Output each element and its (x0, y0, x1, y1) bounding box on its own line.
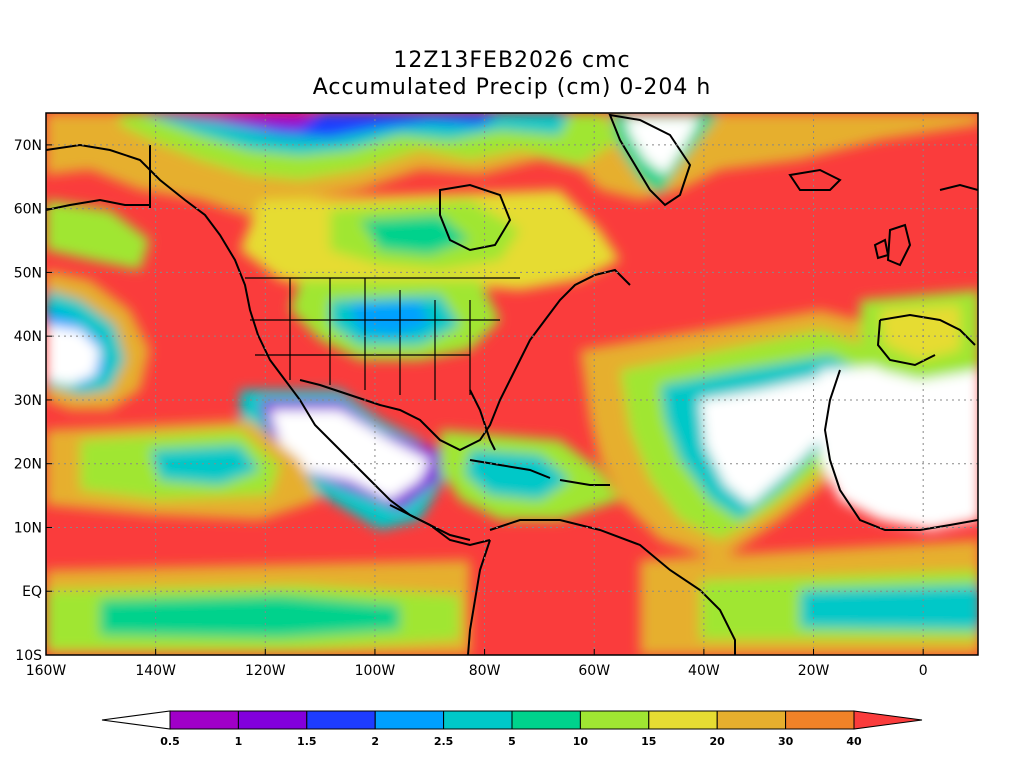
x-tick-label: 120W (245, 663, 286, 679)
colorbar-label: 0.5 (160, 735, 180, 748)
colorbar-label: 5 (508, 735, 516, 748)
map-gridlines (46, 113, 978, 655)
x-tick-label: 140W (135, 663, 176, 679)
colorbar-box (169, 710, 239, 730)
map-subtitle: Accumulated Precip (cm) 0-204 h (312, 75, 712, 100)
map-title: 12Z13FEB2026 cmc (393, 48, 631, 73)
y-tick-label: 60N (14, 202, 42, 218)
colorbar-box (648, 710, 718, 730)
x-tick-label: 20W (798, 663, 830, 679)
colorbar-box (716, 710, 787, 730)
map-frame (45, 112, 979, 656)
colorbar-box (579, 710, 650, 730)
colorbar: 0.5 1 1.5 2 2.5 5 10 15 20 30 40 (101, 710, 923, 748)
colorbar-box (374, 710, 445, 730)
colorbar-label: 2.5 (434, 735, 454, 748)
colorbar-box (443, 710, 513, 730)
y-tick-label: 20N (14, 457, 42, 473)
colorbar-arrow-low (101, 710, 171, 730)
x-axis: 160W 140W 120W 100W 80W 60W 40W 20W 0 (26, 649, 928, 679)
y-tick-label: 10S (15, 648, 42, 664)
y-tick-label: 50N (14, 265, 42, 281)
y-tick-label: 40N (14, 329, 42, 345)
y-axis: 70N 60N 50N 40N 30N 20N 10N EQ 10S (14, 138, 52, 664)
colorbar-label: 20 (710, 735, 726, 748)
colorbar-label: 1 (235, 735, 243, 748)
colorbar-label: 30 (778, 735, 794, 748)
y-tick-label: 30N (14, 393, 42, 409)
y-tick-label: 10N (14, 520, 42, 536)
colorbar-label: 1.5 (297, 735, 317, 748)
x-tick-label: 160W (26, 663, 67, 679)
colorbar-label: 15 (641, 735, 656, 748)
colorbar-arrow-high (853, 710, 923, 730)
y-tick-label: 70N (14, 138, 42, 154)
colorbar-box (785, 710, 855, 730)
colorbar-box (306, 710, 376, 730)
x-tick-label: 60W (578, 663, 610, 679)
x-tick-label: 40W (688, 663, 720, 679)
colorbar-label: 10 (573, 735, 589, 748)
precip-field (46, 113, 978, 655)
us-state-boundaries (245, 277, 520, 400)
y-tick-label: EQ (22, 584, 42, 600)
x-tick-label: 100W (355, 663, 396, 679)
colorbar-label: 40 (846, 735, 862, 748)
x-tick-label: 80W (469, 663, 501, 679)
colorbar-box (511, 710, 581, 730)
x-tick-label: 0 (919, 663, 928, 679)
colorbar-label: 2 (371, 735, 379, 748)
colorbar-box (237, 710, 308, 730)
